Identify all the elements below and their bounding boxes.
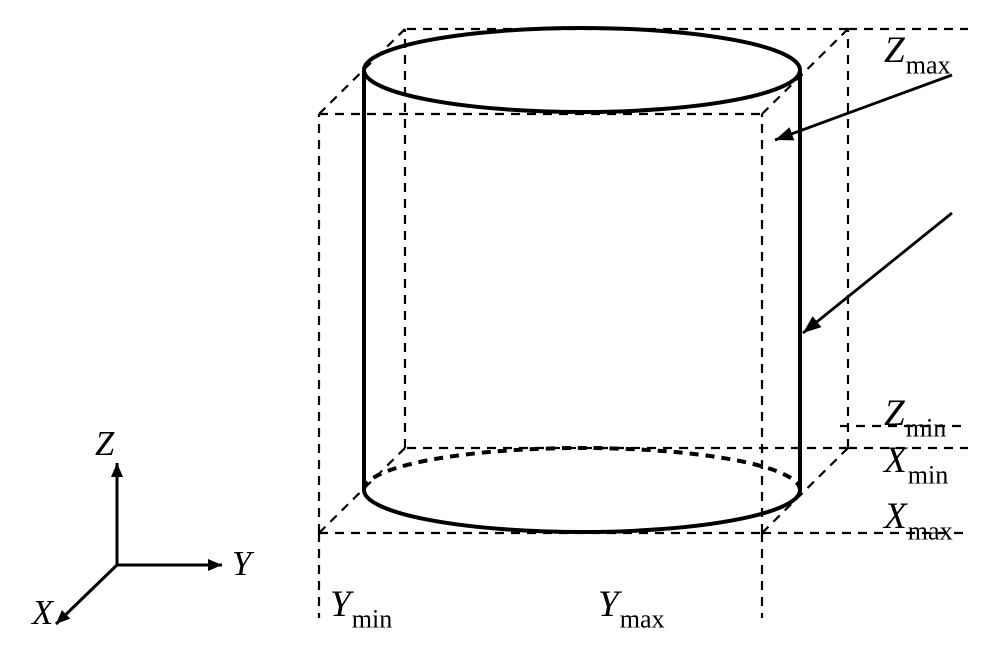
- cylinder-top-ellipse: [364, 28, 800, 112]
- axis-z-head: [111, 463, 123, 477]
- label-Zmin: Zmin: [884, 393, 946, 443]
- axis-label-x: X: [30, 594, 55, 632]
- pointer-arrow-top-head: [775, 127, 794, 140]
- bbox-edge-BC: [762, 448, 848, 533]
- label-Xmax: Xmax: [882, 496, 953, 546]
- label-Ymax: Ymax: [598, 584, 665, 634]
- label-Zmax: Zmax: [884, 30, 951, 80]
- cylinder-bottom-back-arc: [364, 448, 800, 490]
- axis-label-y: Y: [232, 545, 255, 583]
- axis-y-head: [208, 559, 222, 571]
- axis-label-z: Z: [95, 425, 115, 463]
- cylinder-bottom-front-arc: [364, 490, 800, 532]
- pointer-arrow-side-shaft: [803, 213, 952, 333]
- label-Ymin: Ymin: [330, 584, 392, 634]
- bbox-edge-FG: [762, 29, 848, 114]
